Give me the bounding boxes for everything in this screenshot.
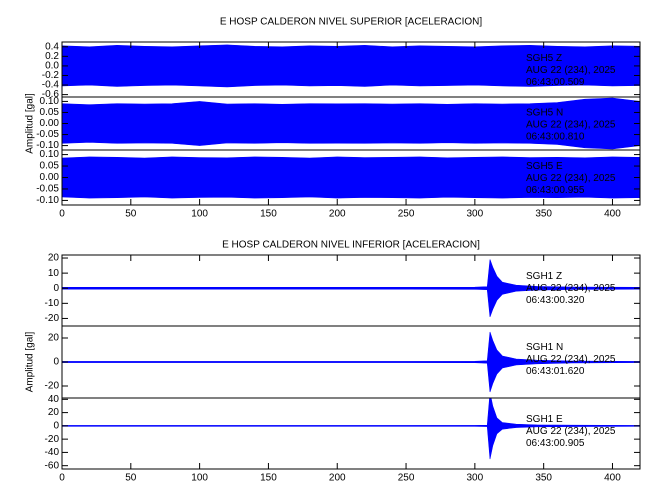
record-date: AUG 22 (234), 2025 (526, 354, 616, 365)
record-time: 06:43:00.320 (526, 295, 585, 306)
record-date: AUG 22 (234), 2025 (526, 173, 616, 184)
x-tick-label: 400 (604, 473, 621, 484)
x-tick-label: 400 (604, 209, 621, 220)
y-tick-label: -60 (45, 460, 60, 471)
waveform-envelope (62, 97, 640, 124)
y-tick-label: 0.10 (40, 96, 60, 107)
waveform-envelope (62, 287, 640, 318)
trace (62, 156, 640, 199)
y-tick-label: 0 (53, 283, 59, 294)
record-date: AUG 22 (234), 2025 (526, 283, 616, 294)
x-tick-label: 300 (467, 473, 484, 484)
y-tick-label: -0.05 (36, 129, 59, 140)
y-tick-label: 0.00 (40, 118, 60, 129)
y-tick-label: 0.05 (40, 107, 60, 118)
panel-frame (61, 397, 641, 470)
station-name: SGH5 N (526, 108, 563, 119)
record-date: AUG 22 (234), 2025 (526, 426, 616, 437)
y-tick-label: 0.4 (45, 41, 59, 52)
waveform-envelope (62, 123, 640, 150)
y-tick-label: -0.10 (36, 140, 59, 151)
x-tick-label: 200 (329, 209, 346, 220)
station-name: SGH5 E (526, 161, 563, 172)
y-tick-label: 20 (48, 333, 60, 344)
y-tick-label: 0.10 (40, 149, 60, 160)
station-name: SGH1 Z (526, 271, 562, 282)
x-tick-label: 300 (467, 209, 484, 220)
y-axis-label: Amplitud [gal] (25, 93, 36, 154)
x-tick-label: 350 (535, 209, 552, 220)
x-tick-label: 250 (398, 209, 415, 220)
y-tick-label: 0.2 (45, 51, 59, 62)
y-tick-label: 0 (53, 357, 59, 368)
y-tick-label: -0.2 (42, 70, 60, 81)
y-tick-label: -20 (45, 381, 60, 392)
waveform-envelope (62, 361, 640, 393)
trace (62, 259, 640, 318)
y-tick-label: -0.6 (42, 89, 60, 100)
waveform-envelope (62, 177, 640, 199)
y-tick-label: -20 (45, 313, 60, 324)
chart-title: E HOSP CALDERON NIVEL SUPERIOR [ACELERAC… (220, 17, 483, 28)
x-tick-label: 50 (125, 209, 137, 220)
y-tick-label: -20 (45, 434, 60, 445)
x-tick-label: 0 (59, 209, 65, 220)
y-tick-label: -10 (45, 298, 60, 309)
y-tick-label: -0.4 (42, 80, 60, 91)
trace (62, 398, 640, 460)
y-tick-label: 0 (53, 421, 59, 432)
x-tick-label: 100 (191, 473, 208, 484)
record-date: AUG 22 (234), 2025 (526, 65, 616, 76)
station-name: SGH1 N (526, 342, 563, 353)
y-tick-label: 0.05 (40, 161, 60, 172)
waveform-envelope (62, 156, 640, 178)
y-tick-label: 20 (48, 253, 60, 264)
trace (62, 44, 640, 88)
record-time: 06:43:00.905 (526, 438, 585, 449)
y-tick-label: -0.10 (36, 195, 59, 206)
y-tick-label: 10 (48, 268, 60, 279)
x-tick-label: 200 (329, 473, 346, 484)
y-tick-label: -0.05 (36, 184, 59, 195)
x-tick-label: 100 (191, 209, 208, 220)
y-tick-label: -40 (45, 447, 60, 458)
y-tick-label: 40 (48, 394, 60, 405)
x-tick-label: 150 (260, 209, 277, 220)
x-tick-label: 0 (59, 473, 65, 484)
x-tick-label: 250 (398, 473, 415, 484)
trace (62, 331, 640, 393)
x-tick-label: 50 (125, 473, 137, 484)
waveform-envelope (62, 259, 640, 289)
record-date: AUG 22 (234), 2025 (526, 120, 616, 131)
y-tick-label: 0.00 (40, 172, 60, 183)
trace (62, 97, 640, 150)
waveform-envelope (62, 331, 640, 363)
record-time: 06:43:01.620 (526, 366, 585, 377)
y-tick-label: 0.0 (45, 61, 59, 72)
record-time: 06:43:00.955 (526, 185, 585, 196)
waveform-envelope (62, 44, 640, 67)
x-tick-label: 150 (260, 473, 277, 484)
chart-title: E HOSP CALDERON NIVEL INFERIOR [ACELERAC… (222, 240, 480, 251)
x-tick-label: 350 (535, 473, 552, 484)
y-tick-label: 20 (48, 407, 60, 418)
waveform-envelope (62, 65, 640, 88)
record-time: 06:43:00.810 (526, 132, 585, 143)
station-name: SGH5 Z (526, 53, 562, 64)
record-time: 06:43:00.509 (526, 77, 585, 88)
y-axis-label: Amplitud [gal] (25, 331, 36, 392)
station-name: SGH1 E (526, 414, 563, 425)
